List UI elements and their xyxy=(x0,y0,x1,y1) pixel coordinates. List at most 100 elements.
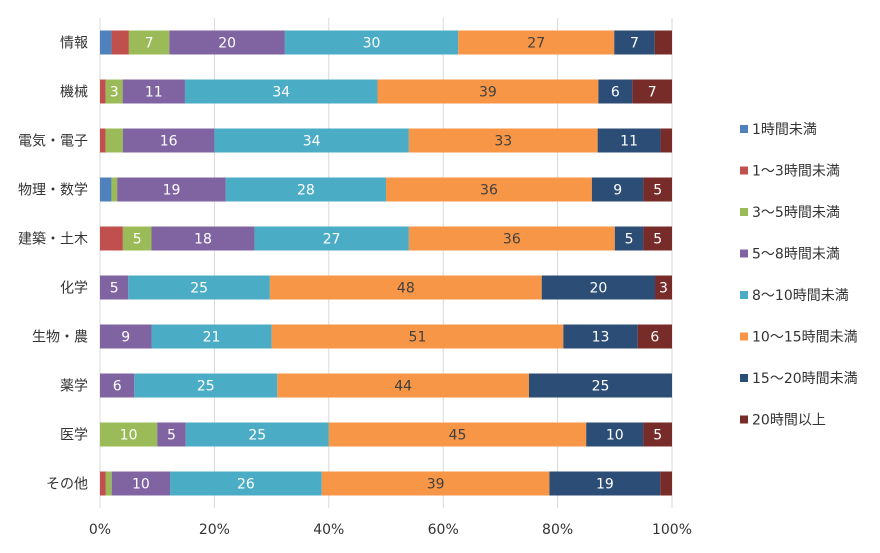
data-label: 34 xyxy=(272,85,290,101)
bar-segment xyxy=(328,422,587,447)
bar-segment xyxy=(563,324,638,349)
bar-segment xyxy=(614,226,644,251)
data-label: 28 xyxy=(297,183,315,199)
bar-segment xyxy=(591,177,644,202)
bar-segment xyxy=(100,30,112,55)
bar-segment xyxy=(128,275,270,300)
bar-segment xyxy=(170,471,322,496)
data-label: 11 xyxy=(145,85,163,101)
data-label: 5 xyxy=(110,281,119,297)
data-label: 5 xyxy=(653,232,662,248)
bar-segment xyxy=(111,30,129,55)
data-label: 5 xyxy=(653,183,662,199)
data-label: 3 xyxy=(659,281,668,297)
bar-segment xyxy=(386,177,592,202)
data-label: 25 xyxy=(190,281,208,297)
data-label: 5 xyxy=(653,428,662,444)
category-label: その他 xyxy=(46,477,88,493)
bar-segment xyxy=(254,226,409,251)
category-label: 医学 xyxy=(60,428,88,444)
legend-swatch xyxy=(740,291,748,299)
bar-segment xyxy=(100,128,106,153)
bar-segment xyxy=(185,422,329,447)
legend-swatch xyxy=(740,332,748,341)
bar-segment xyxy=(100,226,123,251)
bar-segment xyxy=(654,30,672,55)
x-tick-label: 40% xyxy=(313,522,344,538)
data-label: 18 xyxy=(194,232,212,248)
data-label: 9 xyxy=(121,330,130,346)
legend: 1時間未満 1～3時間未満 3～5時間未満 5～8時間未満 8～10時間未満 10～15時… xyxy=(740,122,858,429)
data-label: 6 xyxy=(113,379,122,395)
bar-segment xyxy=(660,471,672,496)
data-label: 10 xyxy=(120,428,138,444)
data-label: 19 xyxy=(596,477,614,493)
bar-segment xyxy=(100,177,112,202)
data-label: 25 xyxy=(248,428,266,444)
bar-segment xyxy=(169,30,285,55)
data-label: 10 xyxy=(606,428,624,444)
bar-segment xyxy=(117,177,226,202)
data-label: 7 xyxy=(630,36,639,52)
data-label: 48 xyxy=(397,281,415,297)
legend-swatch xyxy=(740,249,748,258)
x-tick-label: 80% xyxy=(542,522,573,538)
bar-segment xyxy=(549,471,661,496)
bar-segment xyxy=(151,324,272,349)
data-label: 16 xyxy=(160,134,178,150)
legend-label: 8～10時間未満 xyxy=(752,288,849,304)
bar-segment xyxy=(643,422,672,447)
bar-segment xyxy=(541,275,656,300)
bar-segment xyxy=(134,373,278,398)
data-label: 36 xyxy=(480,183,498,199)
data-label: 5 xyxy=(133,232,142,248)
data-label: 34 xyxy=(303,134,321,150)
data-label: 13 xyxy=(592,330,610,346)
data-label: 36 xyxy=(503,232,521,248)
x-tick-label: 0% xyxy=(89,522,111,538)
data-label: 3 xyxy=(110,85,119,101)
data-label: 33 xyxy=(494,134,512,150)
bar-segment xyxy=(122,226,152,251)
bar-segment xyxy=(586,422,644,447)
data-label: 45 xyxy=(449,428,467,444)
data-label: 25 xyxy=(592,379,610,395)
data-label: 30 xyxy=(363,36,381,52)
data-label: 26 xyxy=(237,477,255,493)
legend-swatch xyxy=(740,374,748,382)
bar-segment xyxy=(105,471,112,496)
bar-segment xyxy=(458,30,615,55)
bar-segment xyxy=(184,79,378,104)
bar-segment xyxy=(408,128,598,153)
data-label: 6 xyxy=(650,330,659,346)
legend-swatch xyxy=(740,415,748,424)
data-label: 19 xyxy=(163,183,181,199)
legend-label: 10～15時間未満 xyxy=(752,330,858,346)
data-label: 39 xyxy=(427,477,445,493)
category-label: 化学 xyxy=(60,281,88,297)
data-label: 9 xyxy=(613,183,622,199)
bar-segment xyxy=(614,30,655,55)
data-label: 27 xyxy=(323,232,341,248)
legend-swatch xyxy=(740,166,748,175)
data-label: 25 xyxy=(197,379,215,395)
data-label: 10 xyxy=(132,477,150,493)
legend-swatch xyxy=(740,125,748,133)
bar-segment xyxy=(643,177,672,202)
bar-segment xyxy=(225,177,386,202)
data-label: 7 xyxy=(145,36,154,52)
category-label: 生物・農 xyxy=(32,330,88,346)
data-label: 44 xyxy=(394,379,412,395)
data-label: 51 xyxy=(409,330,427,346)
bar-segment xyxy=(105,79,123,104)
bar-segment xyxy=(122,128,215,153)
bar-segment xyxy=(597,128,661,153)
data-label: 5 xyxy=(625,232,634,248)
bar-segment xyxy=(100,373,135,398)
data-label: 6 xyxy=(611,85,620,101)
legend-label: 5～8時間未満 xyxy=(752,247,840,263)
bar-segment xyxy=(122,79,185,104)
bar-segment xyxy=(643,226,672,251)
